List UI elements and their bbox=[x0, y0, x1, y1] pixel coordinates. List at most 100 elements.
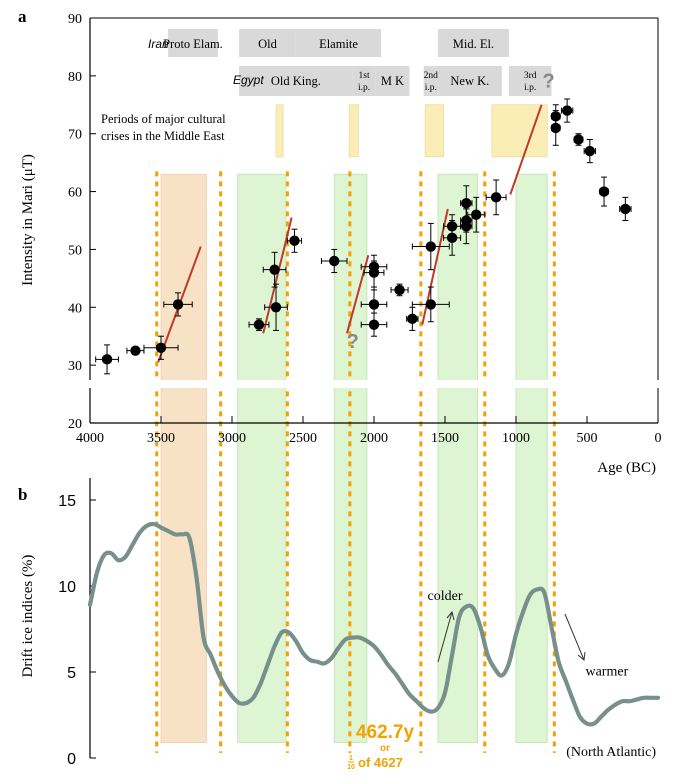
data-point bbox=[411, 286, 450, 323]
overlay-fraction-numerator: 1 bbox=[349, 755, 353, 762]
overlay-fraction-text: of 4627 bbox=[358, 755, 403, 770]
data-point bbox=[363, 254, 385, 291]
iran-period-box bbox=[168, 29, 218, 57]
iran-period-label: Proto Elam. bbox=[163, 37, 223, 51]
overlay-or-text: or bbox=[380, 743, 390, 754]
data-point-marker bbox=[584, 145, 596, 157]
trend-line bbox=[509, 104, 543, 195]
x-tick-label: 3500 bbox=[147, 431, 175, 446]
overlay-main-text: 462.7y bbox=[356, 722, 415, 743]
colder-arrowhead bbox=[446, 610, 455, 621]
data-point-marker bbox=[550, 122, 561, 134]
trend-line bbox=[262, 217, 293, 334]
dotted-lines bbox=[155, 171, 556, 753]
y-tick-label: 15 bbox=[58, 493, 76, 510]
egypt-period-sublabel: i.p. bbox=[358, 83, 370, 93]
data-point bbox=[619, 196, 632, 221]
shaded-band bbox=[237, 173, 287, 743]
warmer-arrowhead bbox=[577, 651, 586, 661]
data-point bbox=[443, 220, 462, 256]
data-point bbox=[143, 335, 179, 360]
annotation-warmer: warmer bbox=[585, 664, 628, 679]
data-point-marker bbox=[407, 313, 418, 325]
crisis-box bbox=[424, 104, 444, 158]
x-tick-label: 2000 bbox=[360, 431, 388, 446]
data-point bbox=[360, 286, 388, 323]
egypt-label: Egypt bbox=[233, 73, 264, 87]
shaded-band bbox=[160, 173, 207, 743]
data-point-marker bbox=[101, 354, 113, 365]
panel-a-y-label: Intensity in Mari (μT) bbox=[20, 154, 36, 286]
panel-b: 0 5 10 15 b Drift ice indices (%) (North At… bbox=[18, 478, 661, 768]
data-point bbox=[286, 228, 303, 253]
y-tick-label: 5 bbox=[67, 665, 76, 682]
y-tick-label: 30 bbox=[68, 359, 82, 374]
data-point bbox=[598, 176, 610, 207]
data-point bbox=[550, 110, 561, 146]
iran-period-box bbox=[239, 29, 296, 57]
data-point bbox=[360, 312, 388, 337]
y-tick-label: 50 bbox=[68, 243, 82, 258]
data-point-marker bbox=[446, 232, 458, 244]
panel-b-annotations: colder warmer bbox=[428, 589, 629, 680]
panel-a: 20 30 40 50 60 70 80 90 4000 3500 3000 2500 2000 150… bbox=[18, 7, 662, 476]
annotation-colder: colder bbox=[428, 589, 463, 604]
shaded-band bbox=[515, 173, 548, 743]
data-point-marker bbox=[155, 342, 167, 353]
crisis-box bbox=[491, 104, 548, 158]
data-point bbox=[573, 133, 584, 146]
egypt-period-label: 2nd bbox=[424, 71, 439, 81]
overlay-fraction-denominator: 10 bbox=[347, 764, 355, 771]
egypt-period-sublabel: i.p. bbox=[425, 83, 437, 93]
panel-a-x-label: Age (BC) bbox=[597, 460, 656, 476]
data-point bbox=[560, 98, 574, 123]
drift-ice-series-line bbox=[87, 521, 661, 727]
egypt-period-label: M K bbox=[381, 74, 404, 88]
y-tick-label: 0 bbox=[67, 751, 76, 768]
egypt-period-box bbox=[375, 66, 410, 96]
data-point-marker bbox=[289, 235, 300, 246]
north-atlantic-label: (North Atlantic) bbox=[566, 745, 656, 760]
x-tick-label: 1000 bbox=[502, 431, 530, 446]
data-point-marker bbox=[620, 203, 631, 215]
egypt-period-label: Old King. bbox=[271, 74, 321, 88]
data-point bbox=[467, 196, 486, 233]
data-point-marker bbox=[490, 192, 502, 203]
data-point bbox=[95, 344, 119, 375]
axis-break bbox=[86, 380, 662, 388]
data-point-marker bbox=[461, 221, 472, 232]
y-tick-label: 70 bbox=[68, 128, 82, 143]
data-point bbox=[126, 345, 145, 356]
crisis-boxes bbox=[275, 104, 548, 158]
egypt-period-sublabel: i.p. bbox=[524, 83, 536, 93]
question-mark: ? bbox=[543, 70, 555, 92]
data-point-marker bbox=[425, 299, 436, 310]
data-point-marker bbox=[368, 319, 380, 330]
egypt-period-label: 3rd bbox=[524, 71, 537, 81]
data-point-marker bbox=[329, 255, 340, 267]
data-point bbox=[262, 251, 287, 288]
data-point-marker bbox=[561, 105, 573, 116]
data-point-marker bbox=[269, 264, 280, 275]
data-point-marker bbox=[172, 299, 184, 310]
iran-period-box bbox=[437, 29, 509, 57]
iran-period-label: Old bbox=[258, 37, 278, 51]
y-tick-label: 80 bbox=[68, 70, 82, 85]
crises-label-line1: Periods of major cultural bbox=[101, 112, 226, 126]
data-point-marker bbox=[368, 267, 380, 278]
overlay-annotation: 462.7y or 1 10 of 4627 bbox=[347, 722, 414, 771]
question-mark: ? bbox=[347, 331, 359, 353]
egypt-period-label: New K. bbox=[450, 74, 489, 88]
data-point-marker bbox=[598, 186, 610, 197]
egypt-period-box bbox=[423, 66, 438, 96]
data-point bbox=[583, 139, 597, 164]
y-tick-label: 60 bbox=[68, 186, 82, 201]
iran-period-label: Mid. El. bbox=[453, 37, 494, 51]
data-point-marker bbox=[253, 319, 265, 330]
egypt-period-label: 1st bbox=[359, 71, 370, 81]
egypt-period-box bbox=[437, 66, 502, 96]
crisis-box bbox=[348, 104, 359, 158]
data-point bbox=[485, 179, 507, 216]
data-point-marker bbox=[270, 302, 282, 313]
